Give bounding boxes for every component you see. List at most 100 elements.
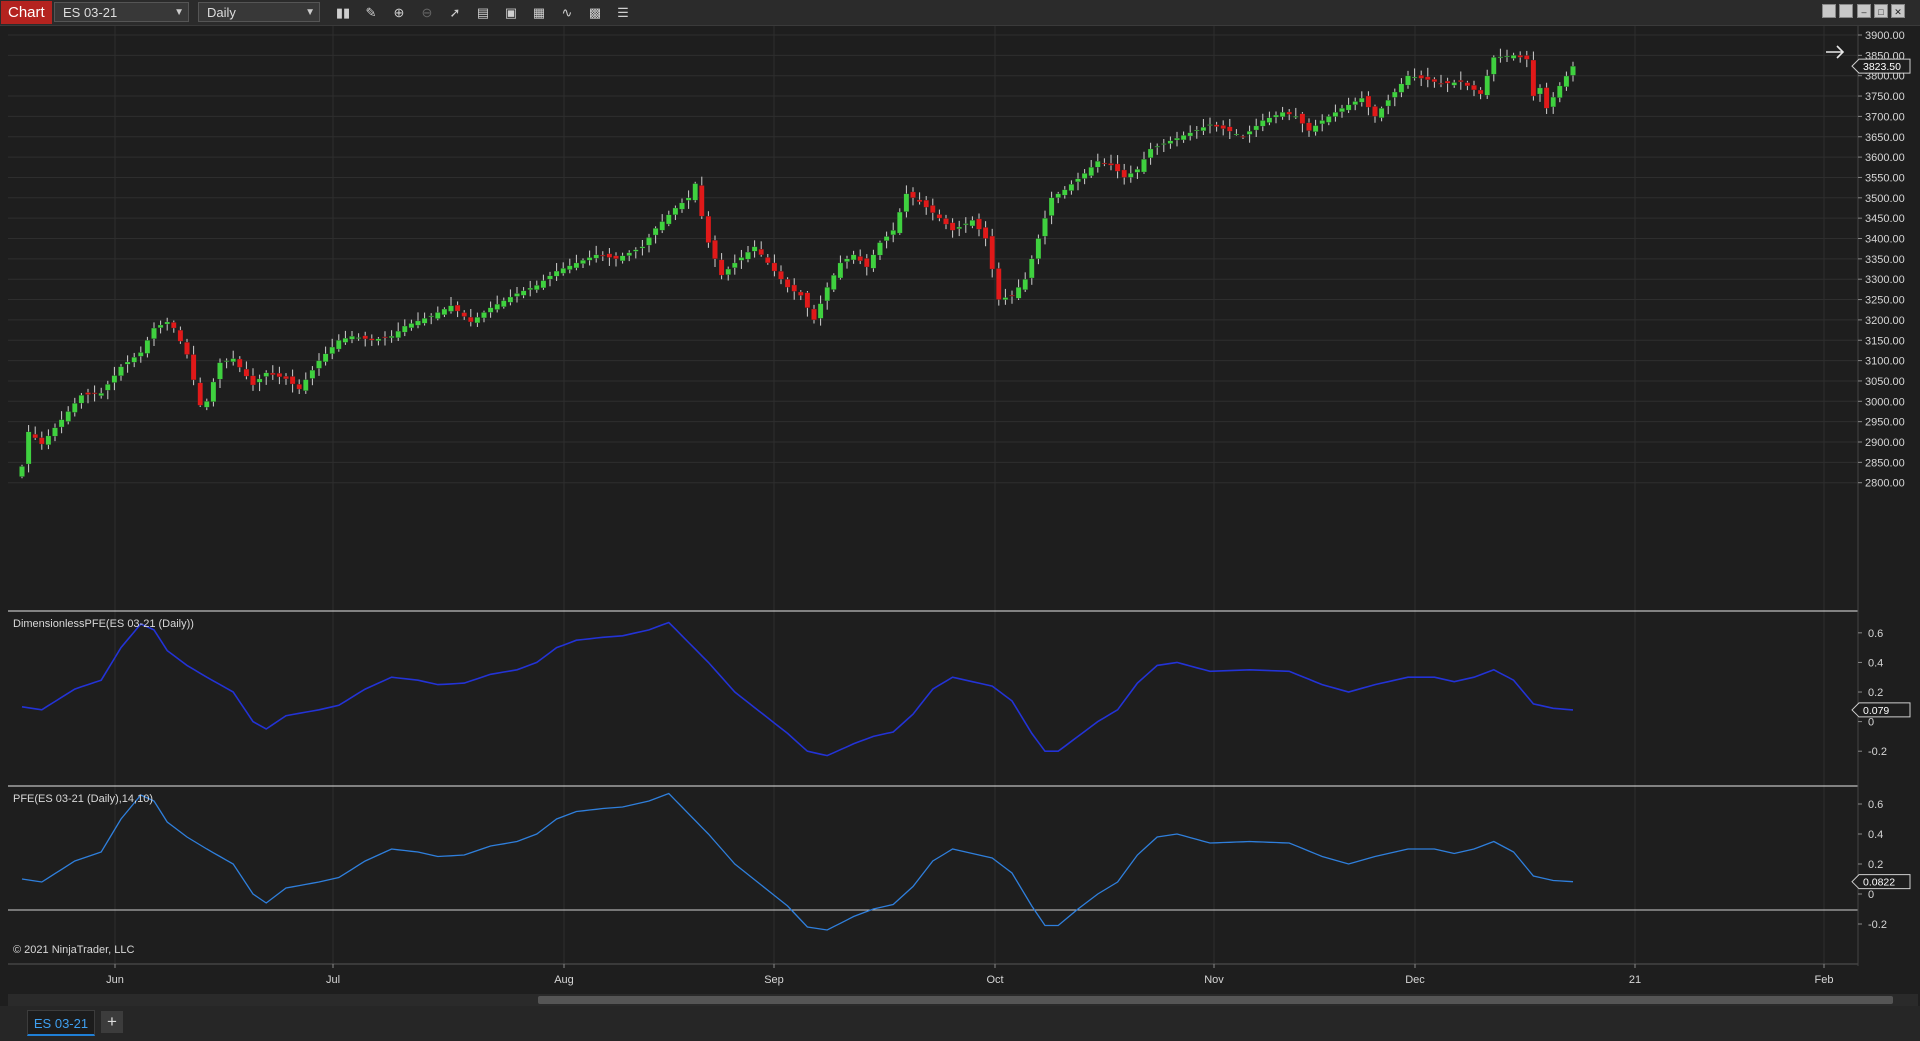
candle-up bbox=[131, 357, 137, 363]
time-tick-label: Oct bbox=[986, 974, 1003, 986]
indicator-tick-label: 0.4 bbox=[1868, 829, 1883, 841]
data-box-icon[interactable]: ▣ bbox=[504, 5, 518, 20]
candle-up bbox=[1293, 116, 1299, 118]
candle-up bbox=[1497, 56, 1504, 58]
instrument-selector[interactable]: ES 03-21 ▼ bbox=[54, 2, 189, 22]
candle-up bbox=[1273, 114, 1279, 118]
candle-up bbox=[303, 379, 309, 391]
candle-up bbox=[1491, 57, 1497, 75]
candle-up bbox=[547, 275, 553, 280]
candle-down bbox=[85, 392, 91, 395]
candle-up bbox=[72, 403, 78, 413]
candle-up bbox=[666, 214, 672, 225]
candle-down bbox=[1101, 162, 1108, 165]
candle-down bbox=[184, 342, 190, 355]
candle-up bbox=[586, 257, 593, 261]
candle-down bbox=[1114, 163, 1121, 172]
dpfe-last-label: 0.079 bbox=[1863, 705, 1889, 717]
horizontal-scrollbar[interactable] bbox=[8, 994, 1918, 1006]
candle-up bbox=[1062, 189, 1068, 196]
candle-up bbox=[230, 358, 236, 362]
candle-up bbox=[1002, 297, 1009, 300]
candle-up bbox=[672, 207, 679, 215]
candle-down bbox=[976, 218, 982, 230]
candle-down bbox=[791, 284, 797, 292]
candle-up bbox=[336, 340, 342, 350]
candle-up bbox=[1312, 125, 1319, 132]
time-tick-label: Jul bbox=[326, 974, 340, 986]
candle-down bbox=[699, 185, 705, 217]
candle-down bbox=[1365, 95, 1372, 108]
candle-up bbox=[619, 255, 626, 262]
candle-up bbox=[428, 315, 434, 317]
candle-up bbox=[1332, 112, 1339, 117]
candle-up bbox=[1246, 131, 1253, 135]
interval-selector[interactable]: Daily ▼ bbox=[198, 2, 320, 22]
candle-down bbox=[1240, 136, 1246, 138]
candle-down bbox=[949, 222, 956, 231]
candle-up bbox=[738, 257, 745, 261]
chevron-down-icon: ▼ bbox=[174, 7, 184, 18]
candle-up bbox=[1180, 135, 1187, 141]
price-tick-label: 3150.00 bbox=[1865, 335, 1905, 347]
maximize-icon[interactable]: □ bbox=[1874, 4, 1888, 18]
list-icon[interactable]: ☰ bbox=[617, 5, 629, 20]
tab-es-03-21[interactable]: ES 03-21 bbox=[27, 1010, 95, 1036]
candle-up bbox=[217, 362, 223, 380]
candle-up bbox=[1537, 87, 1543, 95]
indicator-tick-label: -0.2 bbox=[1868, 919, 1887, 931]
templates-icon[interactable]: ▩ bbox=[588, 5, 602, 20]
indicators-icon[interactable]: ∿ bbox=[561, 5, 573, 20]
candle-up bbox=[850, 254, 857, 261]
candle-down bbox=[1458, 80, 1464, 82]
minimize-icon[interactable]: – bbox=[1857, 4, 1871, 18]
candle-down bbox=[916, 199, 923, 203]
close-icon[interactable]: ✕ bbox=[1891, 4, 1905, 18]
candle-down bbox=[276, 373, 283, 378]
zoom-in-icon[interactable]: ⊕ bbox=[393, 5, 405, 20]
candle-down bbox=[32, 434, 38, 439]
candle-up bbox=[1260, 120, 1266, 127]
tile-icon[interactable] bbox=[1822, 4, 1836, 18]
chart-menu-button[interactable]: Chart bbox=[1, 1, 52, 24]
candle-down bbox=[1121, 169, 1127, 178]
chart-area[interactable]: 3900.003850.003800.003750.003700.003650.… bbox=[0, 26, 1920, 994]
scroll-right-arrow-icon[interactable] bbox=[1826, 45, 1845, 59]
candle-down bbox=[1425, 76, 1431, 80]
candle-up bbox=[256, 378, 263, 383]
candle-up bbox=[124, 361, 131, 365]
candle-down bbox=[369, 338, 375, 341]
candle-up bbox=[25, 431, 32, 465]
candle-up bbox=[1359, 97, 1365, 103]
candle-up bbox=[118, 366, 124, 377]
candle-down bbox=[1464, 82, 1471, 87]
draw-tool-icon[interactable]: ✎ bbox=[365, 5, 377, 20]
price-tick-label: 3900.00 bbox=[1865, 30, 1905, 42]
candle-down bbox=[1530, 59, 1537, 97]
candle-up bbox=[1557, 85, 1563, 98]
bar-type-icon[interactable]: ▮▮ bbox=[335, 5, 351, 20]
add-tab-button[interactable]: + bbox=[101, 1011, 123, 1033]
candle-up bbox=[639, 246, 646, 249]
candle-down bbox=[943, 218, 949, 225]
price-tick-label: 3550.00 bbox=[1865, 172, 1905, 184]
price-tick-label: 2900.00 bbox=[1865, 437, 1905, 449]
pointer-icon[interactable]: ➚ bbox=[449, 5, 461, 20]
candle-up bbox=[1088, 167, 1094, 176]
candle-up bbox=[441, 308, 448, 315]
properties-icon[interactable]: ▤ bbox=[476, 5, 490, 20]
zoom-out-icon[interactable]: ⊖ bbox=[421, 5, 433, 20]
price-tick-label: 3650.00 bbox=[1865, 132, 1905, 144]
indicator-tick-label: 0.6 bbox=[1868, 799, 1883, 811]
candle-up bbox=[1167, 140, 1174, 144]
time-tick-label: Jun bbox=[106, 974, 124, 986]
strategies-icon[interactable]: ▦ bbox=[532, 5, 546, 20]
price-series bbox=[19, 48, 1576, 479]
candle-down bbox=[250, 375, 256, 386]
candle-up bbox=[1451, 82, 1457, 86]
scrollbar-thumb[interactable] bbox=[538, 996, 1893, 1004]
candle-up bbox=[903, 193, 910, 212]
restore-icon[interactable] bbox=[1839, 4, 1853, 18]
candle-up bbox=[415, 320, 421, 326]
candle-down bbox=[718, 259, 725, 276]
